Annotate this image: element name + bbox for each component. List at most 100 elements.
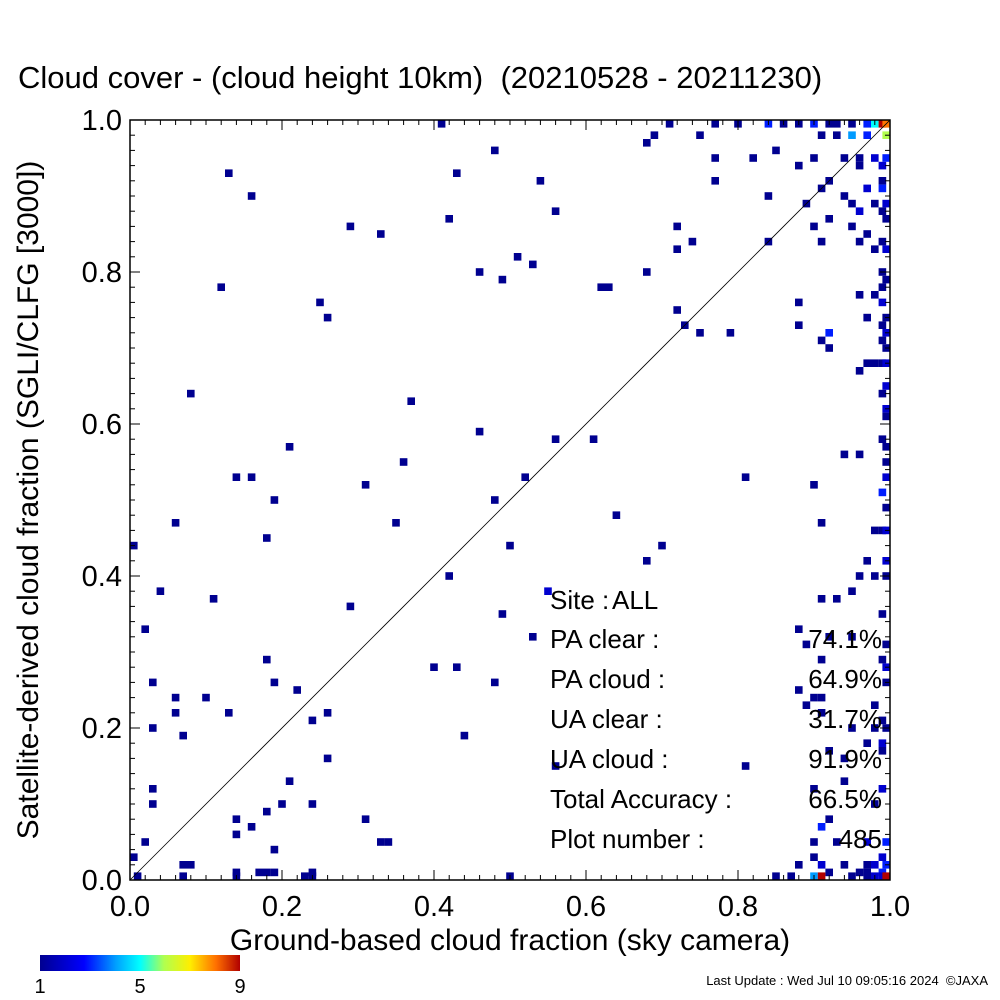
heatmap-cell [285, 443, 294, 451]
heatmap-cell [202, 693, 210, 702]
heatmap-cell [795, 298, 803, 307]
axis-ticks: 0.0 0.2 0.4 0.6 0.8 1.0 0.0 0.2 0.4 0.6 0.8 1.0 [82, 105, 910, 923]
heatmap-cell [749, 154, 757, 162]
heatmap-cell [741, 762, 750, 770]
heatmap-cell [863, 872, 871, 880]
heatmap-cell [688, 237, 697, 246]
x-tick-label: 0.8 [718, 891, 758, 923]
heatmap-cell [878, 336, 887, 345]
heatmap-cell [498, 610, 507, 618]
heatmap-cells [130, 120, 890, 880]
heatmap-cell [643, 268, 651, 276]
heatmap-cell [878, 283, 887, 291]
heatmap-cell [795, 686, 803, 694]
heatmap-cell [882, 275, 890, 284]
heatmap-cell [308, 800, 317, 808]
heatmap-cell [840, 754, 849, 763]
heatmap-cell [871, 199, 879, 208]
heatmap-cell [882, 838, 890, 846]
heatmap-cell [460, 731, 469, 740]
heatmap-cell [810, 222, 818, 231]
heatmap-cell [225, 169, 233, 177]
heatmap-cell [772, 146, 780, 155]
heatmap-cell [529, 260, 537, 269]
heatmap-cell [605, 283, 613, 291]
heatmap-cell [833, 838, 841, 846]
heatmap-cell [882, 412, 890, 421]
heatmap-cell [871, 572, 879, 580]
heatmap-cell [863, 557, 871, 565]
heatmap-cell [498, 275, 507, 284]
y-tick-label: 0.6 [82, 409, 122, 441]
stat-label: Total Accuracy : [550, 784, 732, 814]
heatmap-cell [863, 739, 871, 747]
heatmap-cell [521, 473, 529, 481]
heatmap-cell [217, 283, 225, 291]
x-tick-label: 0.0 [110, 891, 150, 923]
stat-value: 485 [839, 824, 882, 854]
stat-label: PA cloud : [550, 664, 665, 694]
heatmap-cell [878, 655, 887, 664]
heatmap-cell [833, 595, 841, 603]
stat-value: 31.7% [808, 704, 882, 734]
heatmap-cell [878, 610, 887, 618]
x-tick-label: 0.4 [414, 891, 454, 923]
heatmap-cell [878, 526, 887, 535]
heatmap-cell [855, 367, 864, 375]
heatmap-cell [863, 313, 871, 322]
heatmap-cell [825, 747, 833, 755]
stat-value: ALL [612, 585, 658, 615]
one-to-one-line [129, 119, 891, 881]
heatmap-cell [871, 701, 879, 709]
heatmap-cell [878, 120, 887, 128]
heatmap-cell [863, 184, 871, 193]
heatmap-cell [817, 872, 826, 880]
heatmap-cell [802, 640, 811, 649]
heatmap-cell [878, 184, 887, 193]
heatmap-cell [551, 762, 560, 770]
heatmap-cell [179, 872, 187, 880]
heatmap-cell [696, 329, 704, 337]
heatmap-cell [878, 868, 887, 877]
heatmap-cell [529, 633, 537, 641]
heatmap-cell [209, 595, 218, 603]
stats-panel: Site : ALL PA clear : 74.1% PA cloud : 64.9% U… [550, 585, 882, 854]
heatmap-cell [795, 625, 803, 633]
heatmap-cell [323, 313, 332, 322]
y-tick-label: 1.0 [82, 105, 122, 137]
heatmap-cell [882, 199, 890, 208]
heatmap-cell [536, 177, 545, 185]
heatmap-cell [863, 120, 871, 128]
heatmap-cell [263, 868, 271, 877]
heatmap-cell [871, 526, 879, 535]
heatmap-cell [377, 230, 385, 238]
heatmap-cell [445, 215, 453, 223]
heatmap-cell [795, 161, 803, 170]
heatmap-cell [263, 807, 271, 816]
heatmap-cell [149, 724, 157, 732]
heatmap-cell [445, 572, 453, 580]
heatmap-cell [156, 587, 165, 595]
heatmap-cell [551, 207, 560, 215]
stat-value: 64.9% [808, 664, 882, 694]
heatmap-cell [848, 724, 856, 732]
heatmap-cell [673, 245, 681, 253]
heatmap-cell [437, 120, 446, 128]
stat-label: Site : [550, 585, 609, 615]
heatmap-cell [848, 120, 856, 128]
heatmap-cell [817, 823, 826, 831]
heatmap-cell [871, 359, 879, 367]
heatmap-cell [848, 222, 856, 231]
heatmap-cell [247, 473, 256, 481]
heatmap-cell [882, 872, 890, 880]
heatmap-cell [855, 572, 864, 580]
colorbar-tick-mid: 5 [134, 976, 145, 998]
heatmap-cell [882, 154, 890, 162]
heatmap-cell [612, 511, 621, 519]
heatmap-cell [475, 268, 484, 276]
heatmap-cell [878, 298, 887, 307]
heatmap-cell [141, 625, 149, 633]
heatmap-cell [589, 435, 598, 443]
heatmap-cell [882, 503, 890, 512]
heatmap-cell [673, 222, 681, 231]
